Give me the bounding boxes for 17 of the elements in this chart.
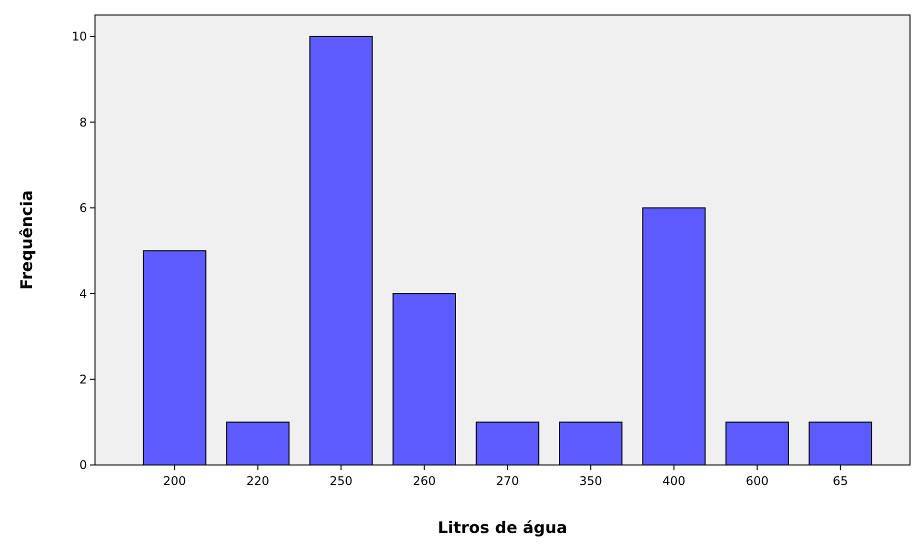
x-tick-label: 250 (330, 474, 353, 488)
y-tick-label: 0 (79, 458, 87, 472)
x-tick-label: 270 (496, 474, 519, 488)
x-tick-label: 600 (746, 474, 769, 488)
x-tick-label: 220 (246, 474, 270, 488)
x-tick-label: 350 (579, 474, 602, 488)
y-tick-label: 6 (79, 201, 87, 216)
y-tick-label: 8 (79, 115, 87, 130)
y-axis-title: Frequência (17, 190, 36, 290)
x-tick-label: 200 (163, 474, 186, 488)
x-tick-label: 260 (412, 474, 436, 488)
x-tick-label: 400 (662, 474, 686, 488)
x-tick-label: 65 (832, 474, 848, 488)
y-tick-label: 4 (79, 286, 87, 301)
y-tick-label: 10 (72, 30, 87, 44)
x-axis-title: Litros de água (438, 518, 568, 537)
y-tick-label: 2 (79, 372, 87, 386)
